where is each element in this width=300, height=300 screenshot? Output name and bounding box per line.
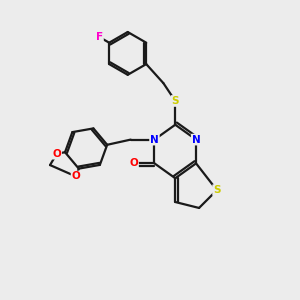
Text: S: S [213,185,220,195]
Text: F: F [96,32,103,42]
Text: S: S [172,96,179,106]
Text: N: N [150,135,159,145]
Text: N: N [192,135,200,145]
Text: O: O [129,158,138,168]
Text: O: O [52,149,61,159]
Text: O: O [72,171,80,182]
